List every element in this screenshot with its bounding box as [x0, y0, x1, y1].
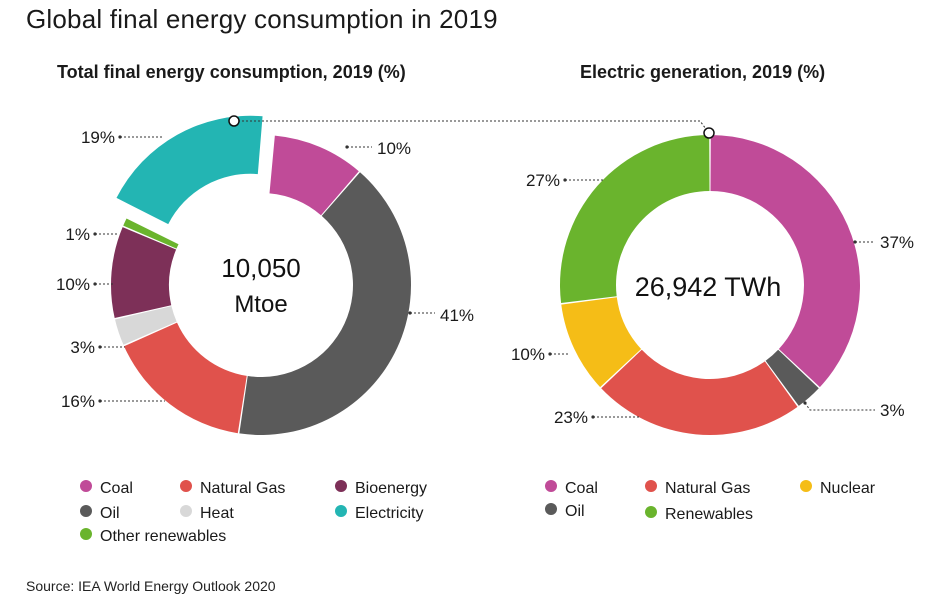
data-label: 10%	[511, 345, 545, 364]
legend-label: Coal	[565, 480, 598, 497]
legend-swatch	[180, 505, 192, 517]
legend-item-oil: Oil	[545, 503, 585, 521]
legend-label: Electricity	[355, 505, 424, 522]
legend-item-heat: Heat	[180, 505, 234, 523]
data-label: 16%	[61, 392, 95, 411]
data-label: 3%	[70, 338, 95, 357]
connector-line	[234, 120, 710, 134]
legend-label: Natural Gas	[200, 480, 286, 497]
chart-title: Global final energy consumption in 2019	[26, 4, 498, 34]
slice-nuclear	[561, 297, 642, 388]
legend-item-oil: Oil	[80, 505, 120, 523]
data-label: 23%	[554, 408, 588, 427]
legend-swatch	[545, 503, 557, 515]
legend-swatch	[180, 480, 192, 492]
legend-item-coal: Coal	[545, 480, 598, 498]
data-label: 27%	[526, 171, 560, 190]
legend-swatch	[80, 480, 92, 492]
legend-label: Heat	[200, 505, 234, 522]
legend-item-coal: Coal	[80, 480, 133, 498]
slice-coal	[710, 135, 860, 388]
slice-bioenergy	[110, 227, 177, 318]
legend-label: Other renewables	[100, 528, 227, 545]
legend-label: Natural Gas	[665, 480, 751, 497]
slice-oil	[765, 349, 819, 406]
legend-swatch	[545, 480, 557, 492]
data-label: 3%	[880, 401, 905, 420]
right-chart-subtitle: Electric generation, 2019 (%)	[580, 62, 826, 82]
data-label: 10%	[56, 275, 90, 294]
legend-swatch	[645, 480, 657, 492]
legend-item-renewables: Renewables	[645, 506, 753, 524]
leader-line	[804, 402, 875, 411]
center-label: Mtoe	[234, 291, 287, 318]
legend-label: Oil	[100, 505, 120, 522]
center-label: 26,942 TWh	[635, 272, 782, 302]
connector-marker	[703, 127, 715, 139]
slice-coal	[269, 135, 359, 216]
legend-label: Bioenergy	[355, 480, 428, 497]
legend-label: Nuclear	[820, 480, 876, 497]
legend-item-nuclear: Nuclear	[800, 480, 875, 498]
source-note: Source: IEA World Energy Outlook 2020	[26, 578, 276, 594]
slice-electricity	[116, 115, 263, 225]
legend-item-natural-gas: Natural Gas	[645, 480, 750, 498]
legend-swatch	[800, 480, 812, 492]
legend-swatch	[80, 528, 92, 540]
center-label: 10,050	[221, 253, 301, 283]
left-chart-subtitle: Total final energy consumption, 2019 (%)	[57, 62, 406, 82]
legend-label: Oil	[565, 503, 585, 520]
data-label: 19%	[81, 128, 115, 147]
slice-renewables	[560, 135, 710, 304]
slice-other-renewables	[123, 218, 179, 249]
data-label: 1%	[65, 225, 90, 244]
legend-label: Coal	[100, 480, 133, 497]
legend-swatch	[80, 505, 92, 517]
data-label: 41%	[440, 306, 474, 325]
slice-heat	[115, 306, 177, 345]
slice-oil	[239, 172, 411, 436]
legend-item-bioenergy: Bioenergy	[335, 480, 427, 498]
legend-label: Renewables	[665, 506, 754, 523]
slice-natural-gas	[601, 349, 798, 435]
data-label: 37%	[880, 233, 914, 252]
legend-swatch	[335, 505, 347, 517]
legend-swatch	[645, 506, 657, 518]
legend-item-other-renewables: Other renewables	[80, 528, 226, 546]
legend-swatch	[335, 480, 347, 492]
legend-item-electricity: Electricity	[335, 505, 423, 523]
slice-natural-gas	[124, 322, 247, 434]
data-label: 10%	[377, 139, 411, 158]
legend-item-natural-gas: Natural Gas	[180, 480, 285, 498]
connector-marker	[228, 115, 240, 127]
